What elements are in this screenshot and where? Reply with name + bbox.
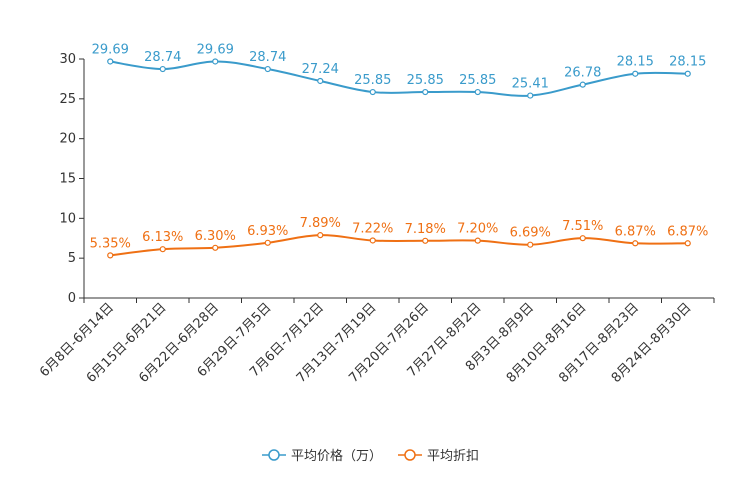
- data-point[interactable]: [422, 237, 429, 244]
- data-label: 25.85: [354, 73, 391, 88]
- data-label: 28.15: [669, 55, 706, 70]
- data-label: 29.69: [197, 42, 234, 57]
- data-label: 28.74: [249, 50, 286, 65]
- data-label: 7.51%: [562, 219, 603, 234]
- data-point[interactable]: [527, 241, 534, 248]
- data-label: 6.87%: [615, 224, 656, 239]
- y-tick-label: 25: [59, 92, 76, 107]
- y-tick-label: 20: [59, 132, 76, 147]
- data-label: 6.93%: [247, 224, 288, 239]
- data-label: 7.18%: [405, 222, 446, 237]
- data-point[interactable]: [474, 88, 481, 96]
- y-tick-label: 15: [59, 172, 76, 187]
- data-point[interactable]: [317, 232, 324, 239]
- y-tick-label: 30: [59, 52, 76, 67]
- data-label: 28.74: [144, 50, 181, 65]
- data-label: 26.78: [564, 66, 601, 81]
- data-label: 7.89%: [300, 216, 341, 231]
- data-label: 6.13%: [142, 230, 183, 245]
- data-label: 6.69%: [510, 226, 551, 241]
- series-line: [110, 234, 688, 257]
- legend[interactable]: 平均价格（万） 平均折扣: [262, 448, 479, 464]
- data-point[interactable]: [422, 88, 429, 96]
- data-point[interactable]: [264, 65, 271, 73]
- data-point[interactable]: [107, 252, 114, 259]
- data-label: 25.85: [407, 73, 444, 88]
- data-point[interactable]: [369, 88, 376, 96]
- data-point[interactable]: [632, 240, 639, 247]
- data-point[interactable]: [632, 70, 639, 77]
- series-layer: 29.69 28.74 29.69 28.74 27.24 25.85 25.85 25.85…: [90, 42, 708, 259]
- data-label: 29.69: [92, 42, 129, 57]
- data-label: 25.41: [512, 77, 549, 92]
- data-point[interactable]: [212, 244, 219, 251]
- data-point[interactable]: [684, 240, 691, 247]
- legend-item-1[interactable]: 平均折扣: [398, 449, 479, 464]
- data-label: 7.22%: [352, 221, 393, 236]
- data-point[interactable]: [159, 246, 166, 253]
- y-tick-label: 5: [68, 251, 76, 266]
- data-label: 25.85: [459, 73, 496, 88]
- data-point[interactable]: [107, 58, 114, 65]
- series-line: [110, 60, 688, 97]
- legend-label: 平均折扣: [427, 449, 479, 464]
- legend-marker-icon: [404, 449, 416, 461]
- axes: 0 5 10 15 20 25 30: [59, 52, 715, 306]
- data-point[interactable]: [212, 58, 219, 65]
- y-tick-label: 10: [59, 211, 76, 226]
- series-0: 29.69 28.74 29.69 28.74 27.24 25.85 25.85 25.85…: [92, 42, 706, 99]
- data-point[interactable]: [474, 237, 481, 244]
- x-tick-labels: 6月8日-6月14日6月15日-6月21日6月22日-6月28日6月29日-7月…: [37, 300, 694, 386]
- data-point[interactable]: [264, 239, 271, 246]
- data-point[interactable]: [579, 235, 586, 242]
- data-point[interactable]: [684, 70, 691, 77]
- data-label: 7.20%: [457, 222, 498, 237]
- legend-label: 平均价格（万）: [291, 448, 382, 464]
- series-1: 5.35% 6.13% 6.30% 6.93% 7.89% 7.22% 7.18% 7.20%…: [90, 216, 708, 259]
- y-tick-label: 0: [68, 291, 76, 306]
- data-label: 6.87%: [667, 224, 708, 239]
- data-label: 5.35%: [90, 236, 131, 251]
- data-point[interactable]: [527, 92, 534, 99]
- data-point[interactable]: [369, 237, 376, 244]
- data-label: 28.15: [617, 55, 654, 70]
- data-label: 27.24: [302, 62, 339, 77]
- data-point[interactable]: [159, 65, 166, 73]
- legend-marker-icon: [268, 449, 280, 461]
- data-label: 6.30%: [195, 229, 236, 244]
- data-point[interactable]: [579, 81, 586, 88]
- data-point[interactable]: [317, 77, 324, 85]
- legend-item-0[interactable]: 平均价格（万）: [262, 448, 382, 464]
